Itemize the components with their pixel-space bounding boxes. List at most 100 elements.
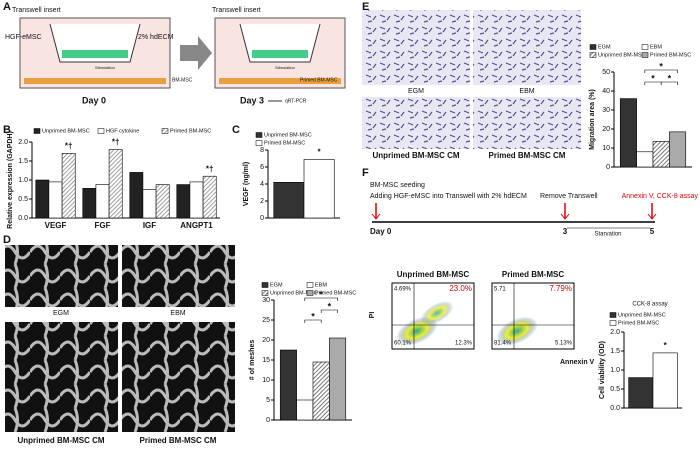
chart: 0.0 0.5 1.0 1.5 2.0 Relative expression (GAPD…	[7, 128, 220, 230]
bracket	[660, 81, 678, 85]
label: Adding HGF-eMSC into Transwell with 2% h…	[370, 193, 527, 200]
legend-swatch	[255, 132, 263, 138]
day-label: 3	[563, 227, 568, 236]
legend-swatch	[306, 290, 314, 296]
arrowhead	[371, 213, 657, 220]
bar	[652, 141, 670, 168]
timeline: BM-MSC seeding Adding HGF-eMSC into Tran…	[370, 182, 698, 238]
label: Day 0	[82, 95, 106, 105]
panel-label: D	[3, 234, 11, 246]
image-label: EBM	[519, 88, 534, 95]
flow: PI Annexin V	[369, 312, 595, 366]
y-tick-label: 2	[260, 198, 264, 205]
cells	[219, 78, 341, 84]
quadrant-value: 7.79%	[549, 284, 572, 293]
quadrant-line	[492, 283, 574, 349]
image-label: Primed BM-MSC CM	[140, 436, 217, 445]
quadrant-value: 12.3%	[455, 341, 473, 347]
label: Remove Transwell	[540, 193, 598, 200]
bar	[329, 337, 347, 421]
bar	[296, 399, 314, 421]
bar	[35, 179, 50, 219]
panel-labels: A B C D E F	[3, 1, 369, 246]
legend-swatch	[306, 282, 314, 288]
photo	[473, 97, 581, 149]
annotation: *	[668, 73, 672, 83]
legend-label: EBM	[315, 282, 327, 288]
flow-xlabel: Annexin V	[560, 359, 595, 366]
y-tick-label: 0	[260, 215, 264, 222]
legend-label: EGM	[598, 44, 611, 50]
bar	[61, 153, 76, 219]
label: Starvation	[594, 232, 621, 238]
legend-label: Unprimed BM-MSC	[42, 128, 90, 134]
panel-label: E	[362, 1, 369, 13]
bar	[279, 349, 297, 421]
y-tick-label: 0.5	[18, 196, 28, 203]
annotation: *	[311, 311, 315, 321]
image-label: Unprimed BM-MSC CM	[372, 151, 459, 160]
photo	[362, 97, 470, 149]
legend-swatch	[589, 44, 597, 50]
label: Annexin V, CCK-8 assay	[622, 193, 699, 200]
image-label: Unprimed BM-MSC CM	[17, 436, 104, 445]
y-tick-label: 4	[260, 181, 264, 188]
y-axis-label: Migration area (%)	[589, 89, 596, 150]
y-tick-label: 10	[262, 377, 270, 384]
bracket	[320, 309, 338, 313]
photo	[122, 322, 235, 432]
y-tick-label: 2.0	[610, 329, 620, 336]
photo	[5, 245, 118, 307]
y-tick-label: 40	[602, 88, 610, 95]
legend-swatch	[609, 320, 617, 326]
y-tick-label: 1.0	[610, 367, 620, 374]
label: Stimulation	[95, 65, 115, 70]
label: Day 3	[240, 95, 264, 105]
legend-swatch	[255, 140, 263, 146]
legend-swatch	[97, 128, 105, 134]
bar	[273, 182, 305, 219]
chart: 0.0 0.5 1.0 1.5 2.0 Cell viability (OD) CCK-8 …	[599, 302, 682, 412]
diagram-a: Transwell insert Transwell insert HGF-eM…	[5, 7, 346, 105]
y-axis-label: Cell viability (OD)	[599, 341, 606, 399]
image-label: EGM	[53, 310, 69, 317]
legend-swatch	[161, 128, 169, 134]
y-tick-label: 30	[602, 107, 610, 114]
quadrant-value: 5.13%	[555, 341, 573, 347]
annotation: *	[328, 301, 332, 311]
photo	[362, 10, 470, 85]
label: BM-MSC seeding	[370, 182, 425, 189]
bar	[619, 98, 637, 168]
bar	[669, 131, 687, 168]
quadrant-value: 4.69%	[394, 287, 412, 293]
panel-label: A	[3, 1, 11, 13]
legend-label: Primed BM-MSC	[618, 320, 659, 326]
annotation: *	[651, 73, 655, 83]
bar	[129, 172, 144, 219]
x-tick-label: VEGF	[45, 221, 67, 230]
flow-cloud	[496, 316, 538, 346]
y-tick-label: 20	[602, 126, 610, 133]
label: Stimulation	[275, 65, 295, 70]
image-label: EBM	[170, 310, 185, 317]
bar	[108, 149, 123, 219]
panel-label: B	[3, 124, 11, 136]
chart: 0 5 10 15 20 25 30 # of meshes EGM EBM Unprimed BM…	[249, 282, 356, 424]
y-tick-label: 30	[262, 297, 270, 304]
panel-label: F	[362, 167, 369, 179]
flow-title: Unprimed BM-MSC	[397, 270, 470, 279]
legend-label: Unprimed BM-MSC	[270, 290, 318, 296]
legend-label: Primed BM-MSC	[264, 140, 305, 146]
photo	[473, 10, 581, 85]
flow-cloud	[420, 301, 454, 325]
y-tick-label: 0	[266, 417, 270, 424]
cells	[252, 50, 308, 58]
legend-swatch	[641, 52, 649, 58]
annotation: *†	[112, 138, 120, 147]
annotation: *†	[206, 164, 214, 173]
cells	[62, 50, 128, 58]
y-tick-label: 0.0	[18, 215, 28, 222]
bracket	[644, 69, 678, 73]
y-tick-label: 0.5	[610, 386, 620, 393]
flow-ylabel: PI	[369, 312, 376, 319]
